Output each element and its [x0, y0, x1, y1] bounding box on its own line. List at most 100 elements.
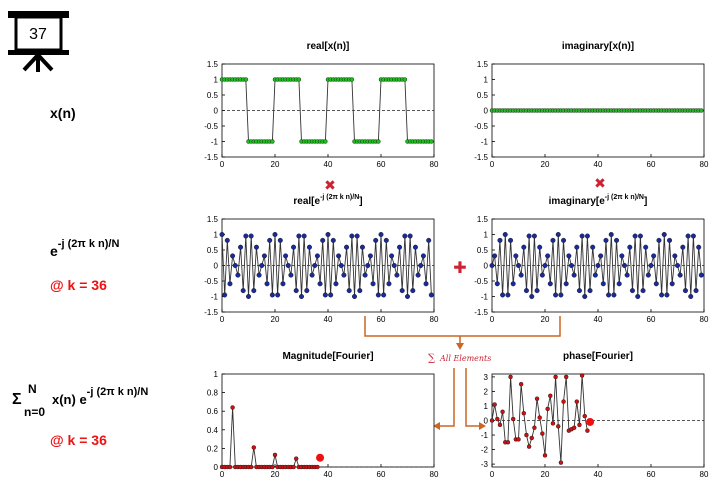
y-tick-label: -3: [481, 460, 489, 469]
sum-upper: N: [28, 382, 37, 396]
y-tick-label: 1.5: [477, 215, 489, 224]
data-point: [357, 288, 363, 294]
data-point: [537, 244, 543, 250]
data-point: [574, 244, 580, 250]
data-point: [510, 281, 516, 287]
data-point: [523, 288, 529, 294]
chart-title: phase[Fourier]: [563, 351, 633, 362]
data-point: [521, 411, 526, 416]
x-tick-label: 80: [700, 315, 709, 324]
data-point: [338, 263, 344, 269]
data-point: [418, 263, 424, 269]
data-point: [294, 456, 299, 461]
data-point: [296, 77, 302, 82]
data-point: [616, 281, 622, 287]
y-tick-label: -0.5: [204, 277, 218, 286]
chart-magnitude: Magnitude[Fourier] 0 20 40 60 80 0 0.2 0.4 0.6 0.8…: [207, 351, 439, 479]
data-point: [230, 253, 236, 259]
data-point: [563, 281, 569, 287]
data-point: [656, 237, 662, 243]
data-point: [584, 233, 590, 239]
data-point: [243, 77, 249, 82]
multiply-icon: ✖: [324, 177, 336, 193]
data-point: [659, 292, 665, 298]
data-point: [508, 374, 513, 380]
data-point: [320, 237, 326, 243]
data-point: [354, 233, 360, 239]
data-point: [585, 428, 590, 433]
data-point: [550, 421, 556, 426]
chart-title: imaginary[x(n)]: [562, 41, 634, 52]
data-point: [550, 237, 556, 243]
chart-imag-e: imaginary[e-j (2π k n)/N] 0 20 40 60 80 -1.5 -1…: [474, 194, 709, 324]
data-point: [293, 288, 299, 294]
data-point: [534, 288, 540, 294]
label-at-k-top: @ k = 36: [50, 277, 107, 293]
data-point: [323, 139, 328, 144]
data-point: [577, 422, 582, 428]
y-tick-label: -1: [211, 293, 219, 302]
y-tick-label: -0.5: [204, 122, 218, 131]
label-at-k-bottom: @ k = 36: [50, 432, 107, 448]
data-point: [645, 272, 651, 278]
data-point: [632, 233, 638, 239]
data-point: [574, 399, 579, 404]
charts-layer: real[x(n)]0 20 40 60 80-1.5-1-0.500.511.5ima…: [204, 41, 709, 479]
data-point: [492, 402, 497, 407]
y-tick-label: 1: [214, 231, 219, 240]
data-point: [545, 253, 551, 259]
data-point: [288, 272, 294, 278]
x-tick-label: 60: [647, 315, 656, 324]
data-point: [328, 292, 334, 298]
data-point: [275, 292, 281, 298]
data-point: [322, 292, 328, 298]
x-tick-label: 40: [594, 160, 603, 169]
data-point: [664, 292, 670, 298]
y-tick-label: -1.5: [204, 308, 218, 317]
data-point: [227, 464, 233, 470]
all-elements-label: All Elements: [439, 354, 491, 363]
data-point: [219, 231, 225, 237]
data-point: [579, 373, 585, 378]
data-point: [269, 292, 275, 298]
data-point: [511, 416, 516, 422]
data-point: [672, 253, 678, 259]
data-point: [248, 233, 254, 239]
data-point: [494, 281, 500, 287]
data-point: [531, 233, 537, 239]
data-point: [518, 272, 524, 278]
data-point: [553, 374, 558, 380]
data-point: [243, 233, 249, 239]
data-point: [685, 233, 691, 239]
data-point: [513, 253, 519, 259]
y-tick-label: -1: [481, 431, 489, 440]
y-tick-label: -1: [211, 138, 219, 147]
y-tick-label: -1.5: [474, 153, 488, 162]
data-point: [682, 288, 688, 294]
data-point: [301, 233, 307, 239]
data-point: [389, 253, 395, 259]
data-point: [548, 393, 553, 398]
sum-exponent: -j (2π k n)/N: [87, 386, 149, 398]
data-point: [603, 237, 609, 243]
x-tick-label: 20: [271, 315, 280, 324]
x-tick-label: 80: [700, 160, 709, 169]
data-point: [359, 244, 365, 250]
data-point: [306, 244, 312, 250]
data-point: [582, 294, 588, 300]
chart-title-text: real[x(n)]: [307, 41, 350, 52]
presentation-board-icon: 37: [8, 11, 69, 72]
data-point: [349, 233, 355, 239]
data-point: [576, 288, 582, 294]
data-point: [640, 288, 646, 294]
series-line: [491, 234, 702, 297]
data-point: [619, 253, 625, 259]
data-point: [256, 272, 262, 278]
data-point: [677, 272, 683, 278]
y-tick-label: -1.5: [204, 153, 218, 162]
data-point: [521, 244, 527, 250]
x-tick-label: 60: [377, 160, 386, 169]
y-tick-label: 0: [214, 262, 219, 271]
data-point: [362, 272, 368, 278]
data-point: [240, 288, 246, 294]
